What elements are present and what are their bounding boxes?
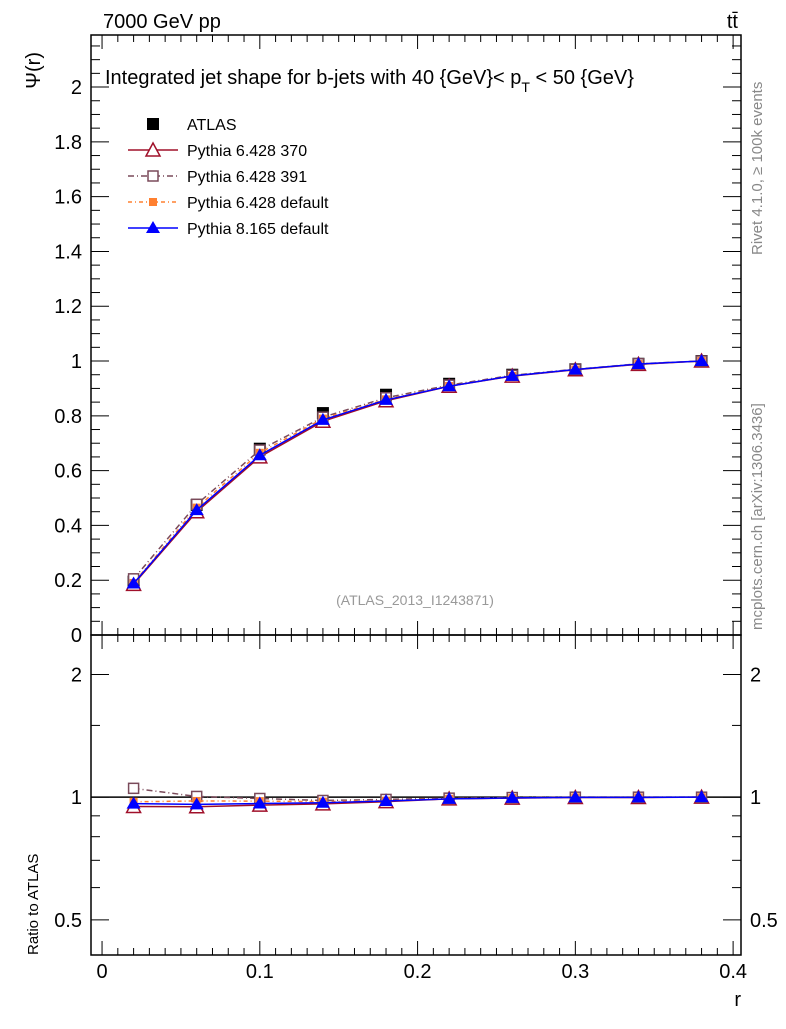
x-tick-label: 0.2 xyxy=(404,961,432,983)
ratio-point-pythia-8-165-default xyxy=(252,796,267,809)
title-end: < 50 {GeV} xyxy=(530,67,634,89)
side-label-bottom: mcplots.cern.ch [arXiv:1306.3436] xyxy=(749,403,766,630)
x-tick-label: 0.4 xyxy=(719,961,747,983)
title-main: Integrated jet shape for b-jets with 40 … xyxy=(105,67,521,89)
ratio-point-pythia-6-428-391 xyxy=(127,782,140,795)
point-pythia-8-165-default xyxy=(694,354,709,367)
ratio-tick-label: 2 xyxy=(71,664,82,686)
ratio-tick-label: 0.5 xyxy=(54,910,82,932)
point-pythia-8-165-default xyxy=(252,448,267,461)
x-axis-label: r xyxy=(734,989,741,1011)
y-tick-label: 0 xyxy=(71,625,82,647)
ratio-point-pythia-8-165-default xyxy=(694,790,709,803)
ratio-point-pythia-8-165-default xyxy=(568,790,583,803)
ratio-line-pythia-8-165-default xyxy=(133,796,702,806)
ratio-tick-label: 1 xyxy=(71,787,82,809)
chart-title: Integrated jet shape for b-jets with 40 … xyxy=(105,67,634,95)
legend-label-pythia-8-165-default: Pythia 8.165 default xyxy=(187,221,329,238)
ratio-point-pythia-8-165-default xyxy=(505,790,520,803)
y-tick-label: 0.2 xyxy=(54,570,82,592)
y-tick-label: 1.8 xyxy=(54,132,82,154)
y-tick-label: 2 xyxy=(71,77,82,99)
ratio-point-pythia-8-165-default xyxy=(379,794,394,807)
header-left: 7000 GeV pp xyxy=(103,11,221,33)
series-line-pythia-6-428-default xyxy=(133,360,702,584)
point-pythia-8-165-default xyxy=(126,576,141,589)
y-tick-label: 0.8 xyxy=(54,406,82,428)
ratio-point-pythia-8-165-default xyxy=(631,790,646,803)
ratio-point-pythia-8-165-default xyxy=(442,791,457,804)
ratio-tick-label-right: 2 xyxy=(750,664,761,686)
ratio-point-pythia-8-165-default xyxy=(126,796,141,809)
legend-marker-pythia-6-428-370 xyxy=(144,141,162,157)
y-tick-label: 1.6 xyxy=(54,187,82,209)
ratio-frame xyxy=(90,634,742,956)
ratio-line-pythia-6-428-391 xyxy=(133,787,702,802)
point-pythia-8-165-default xyxy=(568,362,583,375)
point-pythia-8-165-default xyxy=(379,392,394,405)
side-label-top: Rivet 4.1.0, ≥ 100k events xyxy=(749,82,766,255)
legend-marker-pythia-6-428-391 xyxy=(147,170,159,182)
ratio-line-pythia-6-428-370 xyxy=(133,796,702,808)
x-tick-label: 0 xyxy=(96,961,107,983)
header-right: tt̄ xyxy=(727,11,739,33)
legend-label-atlas: ATLAS xyxy=(187,117,237,134)
series-line-pythia-6-428-370 xyxy=(133,360,702,585)
y-tick-label: 1.4 xyxy=(54,241,82,263)
x-tick-label: 0.1 xyxy=(246,961,274,983)
legend-marker-pythia-6-428-default xyxy=(149,198,157,206)
y-tick-label: 0.6 xyxy=(54,461,82,483)
x-tick-label: 0.3 xyxy=(561,961,589,983)
point-pythia-8-165-default xyxy=(505,368,520,381)
title-sub: T xyxy=(521,79,530,95)
series-line-pythia-6-428-391 xyxy=(133,360,702,580)
watermark: (ATLAS_2013_I1243871) xyxy=(336,592,494,608)
ratio-point-pythia-8-165-default xyxy=(315,795,330,808)
legend-marker-pythia-8-165-default xyxy=(146,221,160,233)
legend-label-pythia-6-428-default: Pythia 6.428 default xyxy=(187,195,329,212)
series-line-pythia-8-165-default xyxy=(133,360,702,584)
ratio-y-axis-label: Ratio to ATLAS xyxy=(25,854,42,955)
y-tick-label: 1.2 xyxy=(54,296,82,318)
y-tick-label: 1 xyxy=(71,351,82,373)
point-pythia-8-165-default xyxy=(189,503,204,516)
legend-label-pythia-6-428-370: Pythia 6.428 370 xyxy=(187,143,307,160)
legend-label-pythia-6-428-391: Pythia 6.428 391 xyxy=(187,169,307,186)
y-axis-label: Ψ(r) xyxy=(23,52,45,89)
point-pythia-8-165-default xyxy=(631,357,646,370)
ratio-tick-label-right: 1 xyxy=(750,787,761,809)
y-tick-label: 0.4 xyxy=(54,515,82,537)
point-pythia-8-165-default xyxy=(442,379,457,392)
point-pythia-8-165-default xyxy=(315,412,330,425)
ratio-tick-label-right: 0.5 xyxy=(750,910,778,932)
ratio-point-pythia-8-165-default xyxy=(189,797,204,810)
legend-marker-atlas xyxy=(147,118,159,130)
